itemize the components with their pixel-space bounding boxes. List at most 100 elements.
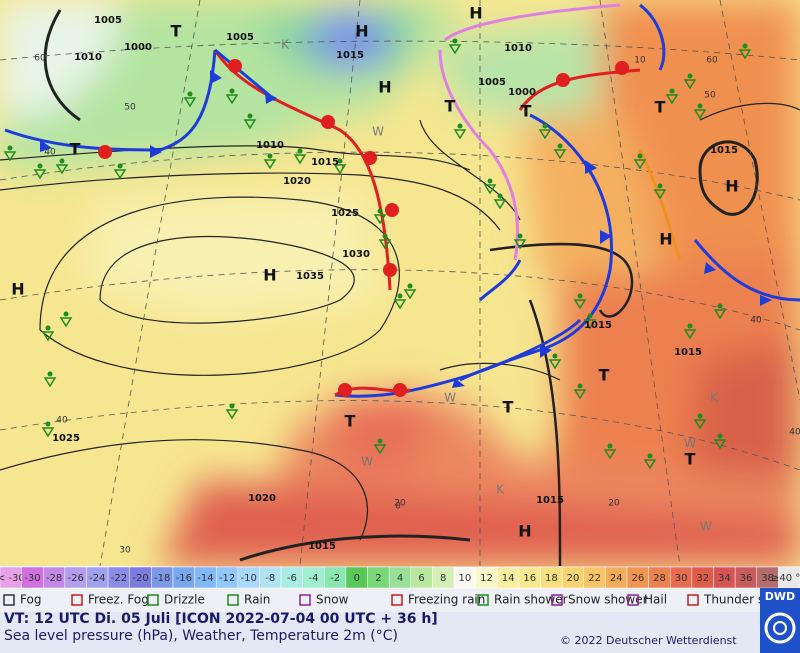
pressure-system: T (685, 450, 696, 469)
weather-triangle (683, 329, 697, 340)
legend-bg (0, 589, 760, 612)
scale-label: 32 (696, 573, 709, 584)
pressure-label: 1000 (124, 42, 152, 53)
weather-dot (397, 293, 403, 299)
logo: DWD (765, 590, 795, 603)
weather-triangle (403, 289, 417, 300)
pressure-system: H (725, 177, 738, 196)
pressure-system: H (263, 266, 276, 285)
weather-dot (587, 313, 593, 319)
front-symbols (40, 59, 772, 397)
weather-dot (657, 183, 663, 189)
weather-dot (687, 73, 693, 79)
weather-dot (382, 233, 388, 239)
weather-triangle (538, 129, 552, 140)
weather-triangle (713, 439, 727, 450)
weather-triangle (41, 331, 55, 342)
graticule (0, 0, 800, 567)
scale-label: -4 (309, 573, 319, 584)
pressure-label: 1030 (342, 249, 370, 260)
pressure-label: 1025 (331, 208, 359, 219)
weather-symbols (3, 38, 752, 470)
scale-label: -6 (287, 573, 297, 584)
weather-dot (697, 103, 703, 109)
pressure-system: T (445, 97, 456, 116)
weather-dot (497, 193, 503, 199)
legend-label: Hail (644, 593, 667, 607)
pressure-system: T (345, 412, 356, 431)
isotherm-label: 20 (394, 499, 406, 509)
isotherm-label: 40 (44, 148, 56, 158)
pressure-system: H (659, 230, 672, 249)
legend-label: Freez. Fog (88, 593, 149, 607)
legend-symbol (391, 594, 403, 606)
scale-label: 10 (458, 573, 471, 584)
pressure-label: 1010 (504, 43, 532, 54)
weather-dot (377, 438, 383, 444)
scale-label: -28 (46, 573, 62, 584)
airmass-label: W (444, 391, 456, 405)
airmass-label: K (496, 483, 505, 497)
legend-symbol (147, 594, 159, 606)
isotherm-label: 40 (56, 416, 68, 426)
legend: Fog Freez. Fog Drizzle Rain Snow Freezing rai… (0, 589, 793, 612)
weather-dot (297, 148, 303, 154)
scale-label: -14 (197, 573, 213, 584)
weather-dot (517, 233, 523, 239)
pressure-label: 1015 (336, 50, 364, 61)
scale-label: -18 (154, 573, 170, 584)
weather-triangle (225, 409, 239, 420)
scale-label: 6 (418, 573, 424, 584)
pressure-label: 1005 (478, 77, 506, 88)
pressure-label: 1025 (52, 433, 80, 444)
weather-triangle (513, 239, 527, 250)
weather-triangle (483, 184, 497, 195)
pressure-system: T (655, 98, 666, 117)
scale-label: 28 (653, 573, 666, 584)
map-labels: 1005100010101005101510101005100010101015… (11, 4, 800, 556)
weather-triangle (243, 119, 257, 130)
scale-label: 8 (440, 573, 446, 584)
scale-label: 34 (718, 573, 731, 584)
weather-triangle (665, 94, 679, 105)
legend-symbol (3, 594, 15, 606)
pressure-label: 1005 (226, 32, 254, 43)
weather-dot (7, 145, 13, 151)
scale-label: 26 (631, 573, 644, 584)
weather-triangle (548, 359, 562, 370)
legend-label: Drizzle (164, 593, 205, 607)
weather-dot (457, 123, 463, 129)
weather-dot (59, 158, 65, 164)
weather-dot (542, 123, 548, 129)
weather-dot (697, 413, 703, 419)
weather-dot (577, 293, 583, 299)
pressure-label: 1015 (710, 145, 738, 156)
isotherm-label: 60 (706, 56, 718, 66)
weather-triangle (583, 319, 597, 330)
scale-label: 16 (523, 573, 536, 584)
pressure-label: 1020 (248, 493, 276, 504)
pressure-label: 1015 (308, 541, 336, 552)
weather-triangle (333, 164, 347, 175)
scale-label: 12 (480, 573, 493, 584)
weather-dot (47, 371, 53, 377)
scale-label: 0 (354, 573, 360, 584)
pressure-system: H (355, 22, 368, 41)
weather-dot (669, 88, 675, 94)
pressure-system: T (70, 140, 81, 159)
pressure-system: H (11, 280, 24, 299)
map-background (0, 0, 800, 566)
scale-label: 18 (545, 573, 558, 584)
legend-symbol (477, 594, 489, 606)
legend-label: Fog (20, 593, 41, 607)
weather-dot (337, 158, 343, 164)
scale-label: -8 (265, 573, 275, 584)
airmass-label: W (361, 455, 373, 469)
isotherm-label: 50 (704, 91, 716, 101)
weather-dot (742, 43, 748, 49)
weather-dot (377, 208, 383, 214)
pressure-label: 1010 (74, 52, 102, 63)
weather-triangle (633, 159, 647, 170)
legend-symbol (227, 594, 239, 606)
